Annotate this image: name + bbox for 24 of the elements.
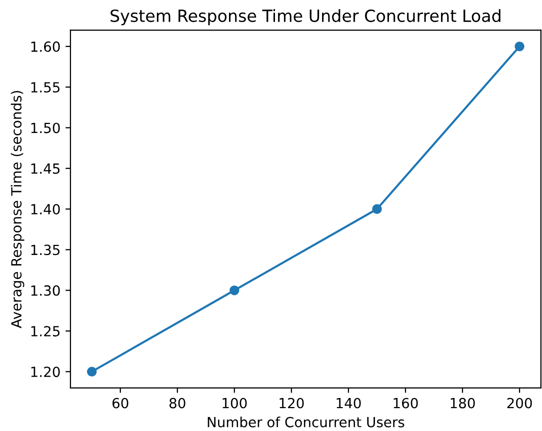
y-tick-label: 1.60 xyxy=(31,41,60,52)
point xyxy=(86,366,97,376)
y-tick-label: 1.45 xyxy=(31,164,60,174)
y-tick-label: 1.35 xyxy=(31,244,60,256)
point xyxy=(230,285,240,296)
x-tick-label: 200 xyxy=(507,398,532,408)
x-tick-label: 160 xyxy=(394,398,418,408)
y-axis-title: Average Response Time (seconds) xyxy=(10,90,24,328)
x-tick-label: 180 xyxy=(450,398,475,408)
x-tick-label: 60 xyxy=(112,398,128,408)
y-tick-label: 1.55 xyxy=(31,82,60,93)
x-tick-label: 80 xyxy=(169,398,186,408)
y-tick-label: 1.40 xyxy=(31,204,60,215)
x-tick-label: 120 xyxy=(280,398,304,408)
x-tick-label: 140 xyxy=(336,398,361,408)
point xyxy=(372,204,382,214)
y-tick-label: 1.50 xyxy=(31,122,60,134)
point xyxy=(514,42,524,52)
chart-title: System Response Time Under Concurrent Load xyxy=(110,9,500,26)
y-tick-label: 1.30 xyxy=(31,285,60,296)
x-tick-label: 100 xyxy=(222,398,247,408)
y-tick-label: 1.25 xyxy=(31,326,60,336)
y-tick-label: 1.20 xyxy=(31,366,60,378)
x-axis-title: Number of Concurrent Users xyxy=(208,416,404,428)
